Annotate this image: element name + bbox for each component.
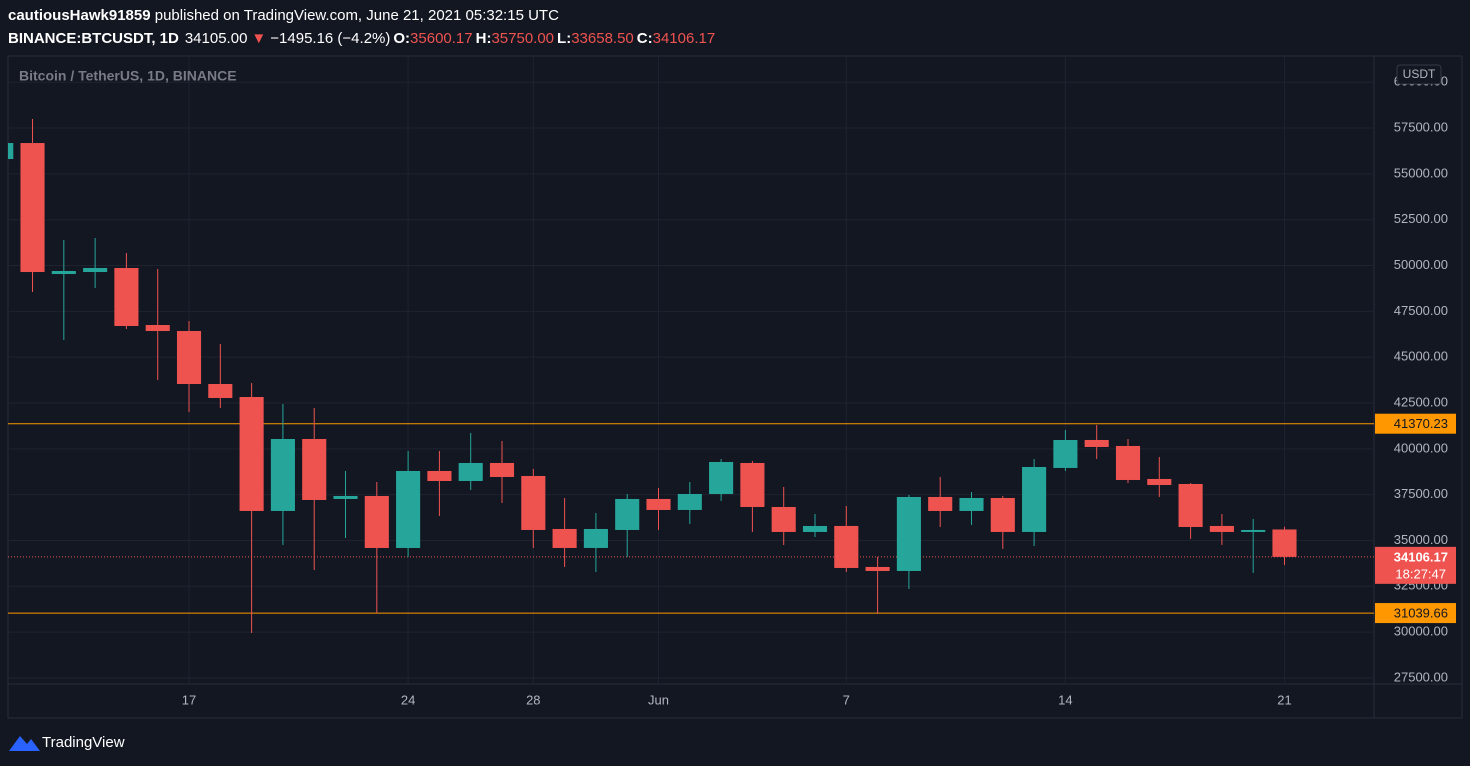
candle-body — [1022, 466, 1047, 532]
y-tick-label: 57500.00 — [1394, 119, 1448, 134]
candle-body — [51, 271, 76, 275]
ohlc-key: L: — [557, 30, 571, 47]
ohlc-value: 33658.50 — [571, 30, 634, 47]
y-tick-label: 52500.00 — [1394, 211, 1448, 226]
candle-body — [114, 268, 139, 327]
y-tick-label: 45000.00 — [1394, 349, 1448, 364]
countdown: 18:27:47 — [1395, 566, 1446, 581]
line-label: 41370.23 — [1394, 416, 1448, 431]
price: 34105.00 — [185, 30, 248, 47]
candle-body — [333, 495, 358, 499]
y-tick-label: 40000.00 — [1394, 440, 1448, 455]
plot-area — [8, 119, 1374, 633]
x-tick-label: 24 — [401, 692, 415, 707]
candle-body — [771, 506, 796, 532]
currency: USDT — [1403, 67, 1436, 81]
last-price-label: 34106.17 — [1394, 549, 1448, 564]
candle-body — [489, 462, 515, 477]
candle-body — [302, 438, 327, 500]
candle-body — [1115, 445, 1141, 480]
candle-body — [1084, 439, 1109, 447]
candle-body — [1209, 525, 1234, 532]
candle-body — [552, 528, 577, 548]
candle-body — [20, 143, 45, 273]
candle-body — [364, 495, 389, 548]
ohlc-key: O: — [393, 30, 410, 47]
candle-body — [990, 497, 1015, 532]
x-tick-label: 7 — [843, 692, 850, 707]
candle-body — [396, 470, 421, 548]
x-tick-label: Jun — [648, 692, 669, 707]
grid — [8, 56, 1374, 684]
y-tick-label: 47500.00 — [1394, 303, 1448, 318]
candle-body — [583, 528, 608, 548]
candle-body — [1178, 483, 1203, 527]
candle-body — [802, 525, 828, 532]
candle-body — [677, 493, 702, 510]
logo: TradingView — [9, 734, 125, 751]
price-scale: 27500.0030000.0032500.0035000.0037500.00… — [182, 64, 1456, 707]
ohlc-value: 35600.17 — [410, 30, 473, 47]
candle-body — [615, 498, 640, 530]
candle-body — [1272, 529, 1297, 557]
header-line-1: cautiousHawk91859 published on TradingVi… — [8, 7, 559, 24]
published: published on TradingView.com, June 21, 2… — [151, 7, 559, 24]
line-label-box — [1375, 413, 1456, 434]
candle-body — [458, 462, 483, 481]
ohlc-value: 35750.00 — [491, 30, 554, 47]
brand: TradingView — [42, 734, 125, 751]
y-tick-label: 30000.00 — [1394, 624, 1448, 639]
y-tick-label: 37500.00 — [1394, 486, 1448, 501]
ohlc-value: 34106.17 — [653, 30, 716, 47]
candle-body — [1147, 478, 1172, 485]
candle-body — [1241, 529, 1266, 532]
line-label: 31039.66 — [1394, 606, 1448, 621]
symbol: BINANCE:BTCUSDT, 1D — [8, 30, 179, 47]
x-tick-label: 17 — [182, 692, 196, 707]
watermark-title: Bitcoin / TetherUS, 1D, BINANCE — [19, 68, 237, 84]
candle-body — [83, 268, 108, 273]
candle-body — [208, 384, 233, 398]
line-label-box — [1375, 603, 1456, 624]
direction: ▼ — [251, 30, 266, 47]
x-tick-label: 21 — [1277, 692, 1291, 707]
y-tick-label: 27500.00 — [1394, 669, 1448, 684]
author: cautiousHawk91859 — [8, 7, 151, 24]
candle-body — [8, 143, 14, 160]
candle-body — [865, 566, 890, 571]
currency-badge — [1396, 64, 1442, 85]
candle-body — [646, 498, 671, 510]
candle-body — [896, 496, 921, 571]
candle-body — [740, 462, 765, 507]
ohlc-key: C: — [637, 30, 653, 47]
y-tick-label: 35000.00 — [1394, 532, 1448, 547]
y-tick-label: 42500.00 — [1394, 394, 1448, 409]
candle-body — [1053, 439, 1078, 468]
y-tick-label: 55000.00 — [1394, 165, 1448, 180]
candle-body — [427, 470, 452, 481]
candle-body — [176, 331, 202, 385]
last-price-box — [1375, 546, 1456, 584]
candle-body — [959, 497, 984, 511]
ohlc-key: H: — [476, 30, 492, 47]
chart-frame — [7, 55, 1463, 719]
x-tick-label: 28 — [526, 692, 540, 707]
candle-body — [521, 475, 546, 530]
x-tick-label: 14 — [1058, 692, 1072, 707]
candle-body — [834, 525, 859, 568]
logo-icon — [9, 736, 40, 751]
header-line-2: BINANCE:BTCUSDT, 1D 34105.00 ▼ −1495.16 (−4… — [8, 30, 715, 47]
candle-body — [145, 324, 170, 332]
change: −1495.16 (−4.2%) — [270, 30, 390, 47]
candle-body — [239, 397, 264, 511]
candle-body — [928, 496, 953, 511]
candle-body — [270, 438, 295, 511]
y-tick-label: 50000.00 — [1394, 257, 1448, 272]
candle-body — [709, 461, 734, 494]
